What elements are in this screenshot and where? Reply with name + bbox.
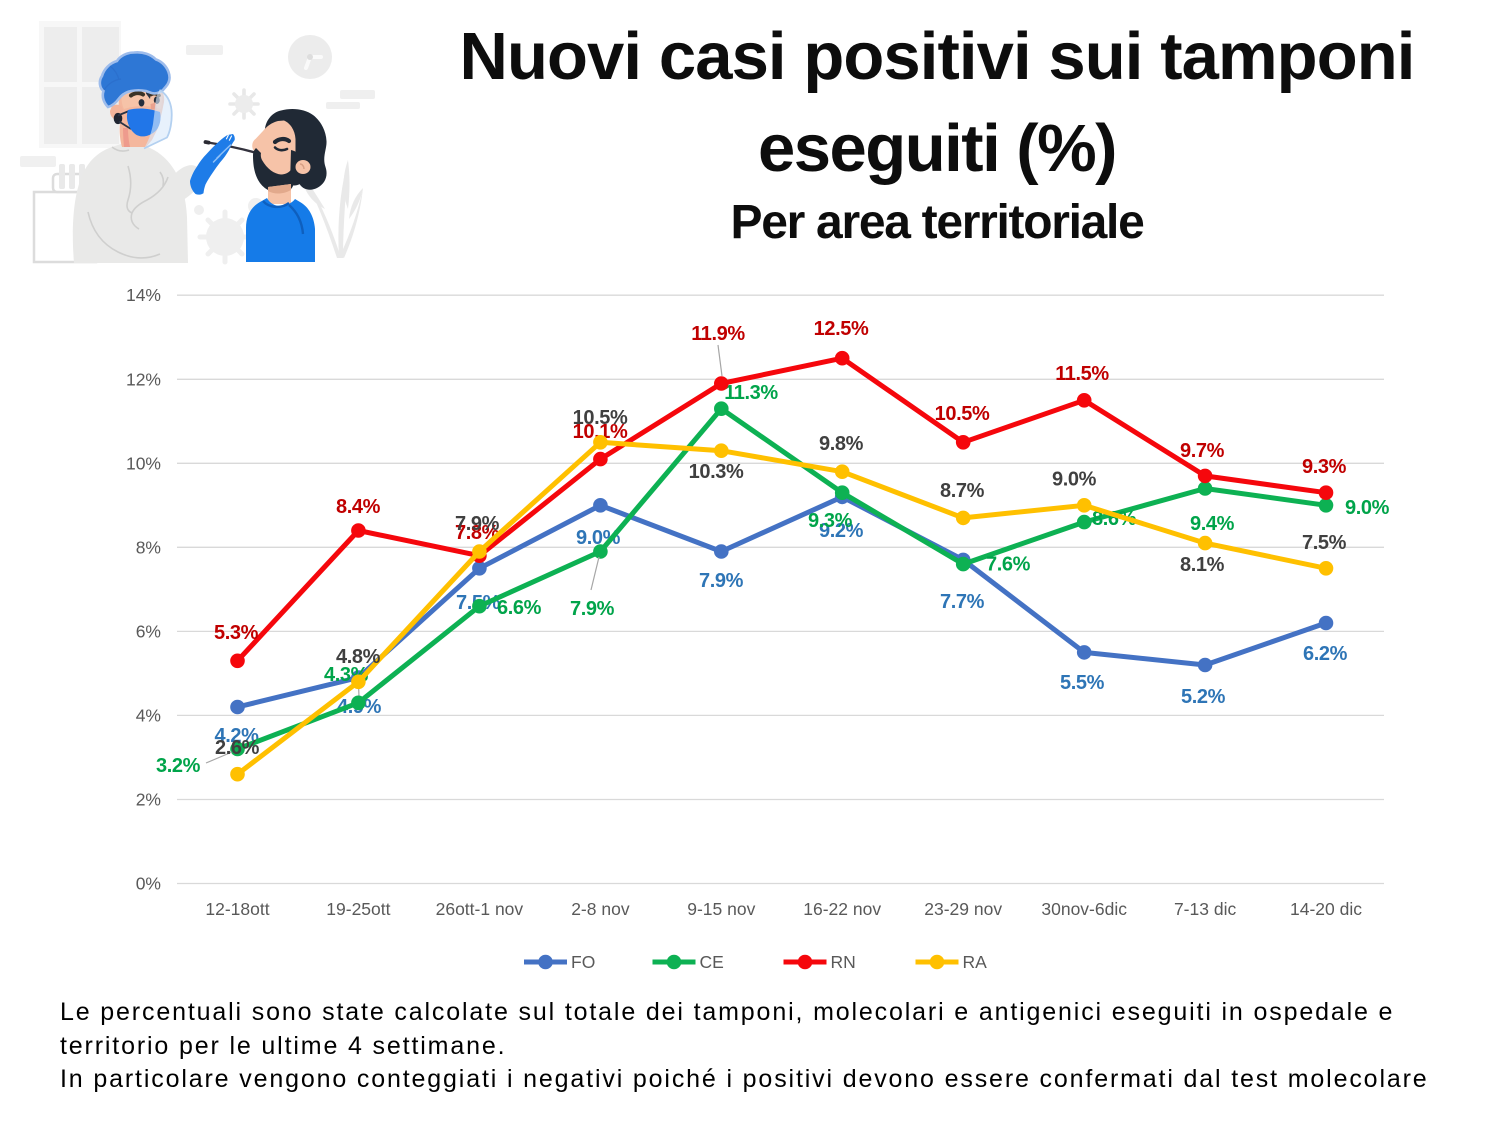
- svg-text:7.6%: 7.6%: [986, 554, 1031, 576]
- svg-text:9.8%: 9.8%: [819, 433, 864, 455]
- svg-text:10.5%: 10.5%: [935, 403, 990, 425]
- svg-text:9.0%: 9.0%: [1345, 497, 1390, 519]
- svg-text:2%: 2%: [136, 790, 161, 810]
- svg-text:9-15 nov: 9-15 nov: [687, 899, 755, 919]
- svg-text:8.4%: 8.4%: [336, 496, 381, 518]
- svg-text:CE: CE: [700, 952, 724, 972]
- svg-text:4.2%: 4.2%: [215, 725, 260, 747]
- svg-text:8.7%: 8.7%: [940, 480, 985, 502]
- svg-text:9.0%: 9.0%: [1052, 469, 1097, 491]
- svg-text:14-20 dic: 14-20 dic: [1290, 899, 1362, 919]
- svg-text:11.5%: 11.5%: [1055, 363, 1109, 385]
- svg-text:7.8%: 7.8%: [455, 522, 500, 544]
- svg-text:0%: 0%: [136, 874, 161, 894]
- svg-text:7.9%: 7.9%: [699, 570, 744, 592]
- svg-text:6.6%: 6.6%: [497, 597, 542, 619]
- svg-text:7.9%: 7.9%: [570, 598, 615, 620]
- svg-text:7.5%: 7.5%: [1302, 532, 1347, 554]
- svg-text:12%: 12%: [126, 369, 161, 389]
- svg-text:4.8%: 4.8%: [336, 646, 381, 668]
- svg-text:10.1%: 10.1%: [573, 421, 628, 443]
- svg-text:19-25ott: 19-25ott: [326, 899, 390, 919]
- svg-text:11.9%: 11.9%: [691, 323, 745, 345]
- svg-text:26ott-1 nov: 26ott-1 nov: [436, 899, 524, 919]
- svg-text:16-22 nov: 16-22 nov: [803, 899, 881, 919]
- svg-text:9.2%: 9.2%: [819, 520, 864, 542]
- svg-text:8%: 8%: [136, 537, 161, 557]
- svg-text:4%: 4%: [136, 705, 161, 725]
- svg-text:5.5%: 5.5%: [1060, 672, 1105, 694]
- svg-text:14%: 14%: [126, 285, 161, 305]
- svg-text:10.5%: 10.5%: [573, 407, 628, 429]
- svg-text:8.1%: 8.1%: [1180, 554, 1225, 576]
- svg-text:10%: 10%: [126, 453, 161, 473]
- svg-text:7-13 dic: 7-13 dic: [1174, 899, 1237, 919]
- svg-text:23-29 nov: 23-29 nov: [924, 899, 1002, 919]
- svg-text:2-8 nov: 2-8 nov: [571, 899, 630, 919]
- svg-text:9.7%: 9.7%: [1180, 440, 1225, 462]
- svg-text:3.2%: 3.2%: [156, 755, 201, 777]
- svg-text:5.2%: 5.2%: [1181, 686, 1226, 708]
- svg-text:RA: RA: [963, 952, 988, 972]
- svg-text:7.9%: 7.9%: [455, 513, 500, 535]
- svg-text:9.4%: 9.4%: [1190, 513, 1235, 535]
- svg-text:11.3%: 11.3%: [724, 382, 778, 404]
- svg-text:5.3%: 5.3%: [214, 622, 259, 644]
- svg-text:9.3%: 9.3%: [808, 510, 853, 532]
- svg-text:9.3%: 9.3%: [1302, 456, 1347, 478]
- svg-text:12.5%: 12.5%: [814, 318, 869, 340]
- svg-text:6%: 6%: [136, 621, 161, 641]
- svg-text:FO: FO: [571, 952, 595, 972]
- svg-text:12-18ott: 12-18ott: [205, 899, 269, 919]
- svg-text:10.3%: 10.3%: [689, 461, 744, 483]
- svg-text:7.7%: 7.7%: [940, 591, 985, 613]
- svg-text:RN: RN: [831, 952, 856, 972]
- svg-text:2.6%: 2.6%: [215, 737, 260, 759]
- svg-text:6.2%: 6.2%: [1303, 643, 1348, 665]
- svg-text:30nov-6dic: 30nov-6dic: [1041, 899, 1127, 919]
